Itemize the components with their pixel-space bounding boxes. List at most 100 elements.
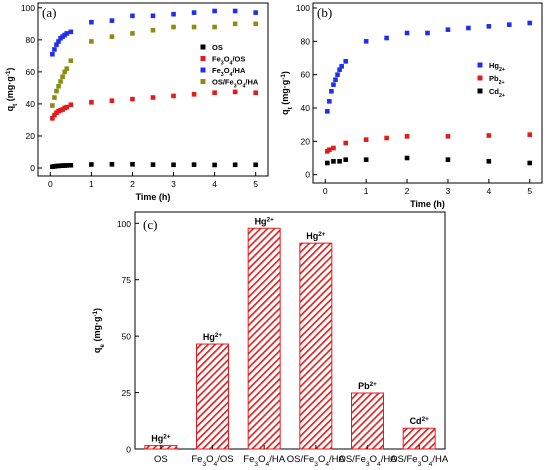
data-point <box>54 42 59 47</box>
bar-ion-label: Hg2+ <box>255 216 275 227</box>
chart-panel-c: 0 25 50 75 100 qe (mg·g-1) (c) Hg2+ OS Hg2+ Fe3O4/… <box>92 211 449 468</box>
data-point <box>363 157 369 162</box>
data-point <box>331 159 336 164</box>
y-tick-label: 100 <box>21 3 35 13</box>
data-point <box>52 95 57 100</box>
data-point <box>68 29 74 35</box>
legend-label: OS/Fe3O4/HA <box>212 78 259 90</box>
x-axis-label: Time (h) <box>410 199 445 209</box>
y-tick-label: 60 <box>301 70 311 80</box>
category-label: OS/Fe3O4/HA <box>390 454 449 468</box>
data-point <box>253 21 258 27</box>
data-point <box>466 25 471 31</box>
legend-label: OS <box>212 43 223 52</box>
data-point <box>253 10 258 15</box>
data-point <box>171 24 176 30</box>
data-point <box>384 135 389 141</box>
data-point <box>64 31 70 36</box>
data-point <box>404 30 410 36</box>
data-point <box>68 162 74 168</box>
bar-ion-label: Pb2+ <box>358 381 377 392</box>
data-point <box>212 24 217 30</box>
data-point <box>64 163 70 168</box>
data-point <box>109 18 115 23</box>
legend-marker <box>200 79 206 84</box>
data-point <box>54 88 59 94</box>
y-axis-label: qt (mg·g-1) <box>5 68 19 112</box>
data-point <box>130 162 135 167</box>
y-axis-label: qe (mg·g-1) <box>92 308 106 353</box>
data-point <box>52 47 57 52</box>
legend-marker <box>200 56 206 61</box>
data-point <box>325 109 330 114</box>
legend-marker <box>200 67 206 73</box>
x-tick-label: 0 <box>323 186 328 196</box>
data-point <box>331 145 336 151</box>
y-tick-label: 75 <box>122 275 132 285</box>
legend-marker <box>477 62 483 68</box>
data-point <box>60 74 65 79</box>
data-point <box>130 96 135 102</box>
x-tick-label: 5 <box>253 179 258 189</box>
data-point <box>329 89 334 94</box>
y-axis-label: qt (mg·g-1) <box>280 71 294 115</box>
data-point <box>445 157 451 162</box>
data-point <box>89 39 94 44</box>
data-point <box>486 159 492 164</box>
bar <box>351 392 384 450</box>
bar <box>196 343 229 450</box>
data-point <box>50 51 55 57</box>
data-point <box>337 159 342 164</box>
data-point <box>445 27 451 32</box>
category-label: Fe3O4/OS <box>191 454 233 468</box>
category-label: OS <box>154 454 168 465</box>
data-point <box>171 11 176 17</box>
data-point <box>109 34 115 39</box>
data-point <box>191 10 197 15</box>
x-tick-label: 5 <box>527 186 532 196</box>
y-tick-label: 40 <box>26 99 36 109</box>
y-tick-label: 100 <box>117 219 131 229</box>
bar-ion-label: Hg2+ <box>306 231 326 242</box>
y-tick-label: 80 <box>301 36 311 46</box>
y-tick-label: 25 <box>122 388 132 398</box>
data-point <box>339 64 344 69</box>
bar <box>247 227 281 450</box>
data-point <box>171 162 176 168</box>
data-point <box>58 79 63 84</box>
panel-label: (c) <box>143 217 157 232</box>
data-point <box>506 22 512 27</box>
data-point <box>212 162 217 168</box>
data-point <box>56 39 61 44</box>
data-point <box>232 89 238 95</box>
data-point <box>404 155 410 161</box>
data-point <box>68 58 74 63</box>
data-point <box>425 30 430 36</box>
data-point <box>404 134 410 139</box>
data-point <box>130 13 135 19</box>
data-point <box>89 162 94 167</box>
data-point <box>191 92 197 97</box>
y-tick-label: 20 <box>26 131 36 141</box>
data-point <box>52 112 57 118</box>
data-point <box>89 19 94 25</box>
y-tick-label: 0 <box>305 170 310 180</box>
data-point <box>331 82 336 87</box>
data-point <box>212 90 217 96</box>
chart-panel-b: 0 1 2 3 4 5 0 20 40 60 80 100 Time (h) qt (mg·g-1) (b)… <box>280 2 543 209</box>
data-point <box>343 140 349 146</box>
legend-label: Hg2+ <box>489 61 505 73</box>
panel-label: (a) <box>42 5 56 20</box>
data-point <box>335 72 340 77</box>
category-label: Fe3O4/HA <box>243 454 285 468</box>
data-point <box>56 83 61 89</box>
data-point <box>343 59 349 64</box>
x-tick-label: 1 <box>364 186 369 196</box>
data-point <box>64 66 70 71</box>
data-point <box>50 103 55 108</box>
y-tick-label: 0 <box>126 445 131 455</box>
data-point <box>343 157 349 162</box>
data-point <box>327 99 332 104</box>
y-tick-label: 50 <box>122 332 132 342</box>
bar-ion-label: Hg2+ <box>203 332 223 343</box>
